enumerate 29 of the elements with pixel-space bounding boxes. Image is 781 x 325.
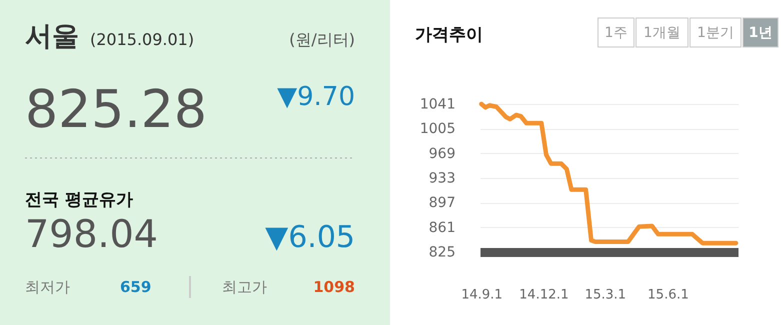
- text: 최저가: [25, 278, 70, 296]
- x-tick-label: 14.12.1: [519, 288, 569, 302]
- text: (2015.09.01): [90, 30, 194, 49]
- y-tick-label: 1041: [420, 96, 456, 112]
- line-series: [479, 102, 738, 246]
- text: 659: [120, 278, 152, 296]
- text: ▼6.05: [265, 220, 355, 255]
- chart-title: 가격추이: [415, 25, 483, 45]
- text: 825.28: [25, 80, 207, 140]
- x-tick-label: 14.9.1: [461, 288, 503, 302]
- text: 798.04: [25, 212, 158, 256]
- text: 전국 평균유가: [25, 190, 133, 210]
- text: (원/리터): [289, 30, 355, 49]
- y-tick-label: 969: [428, 146, 456, 162]
- x-tick-label: 15.6.1: [648, 288, 689, 302]
- text: ▼9.70: [277, 82, 355, 112]
- text: 1개월: [644, 25, 680, 41]
- y-tick-label: 825: [428, 244, 456, 260]
- text: 1098: [313, 278, 355, 296]
- text: 1년: [748, 25, 772, 41]
- text: 1주: [604, 25, 628, 41]
- x-tick-label: 15.3.1: [584, 288, 626, 302]
- y-tick-label: 933: [428, 170, 456, 186]
- y-tick-label: 897: [428, 195, 456, 212]
- text: 1분기: [697, 25, 734, 41]
- text: 최고가: [222, 278, 267, 296]
- y-tick-label: 1005: [420, 121, 456, 138]
- y-tick-label: 861: [428, 220, 456, 236]
- text: 서울: [25, 21, 79, 52]
